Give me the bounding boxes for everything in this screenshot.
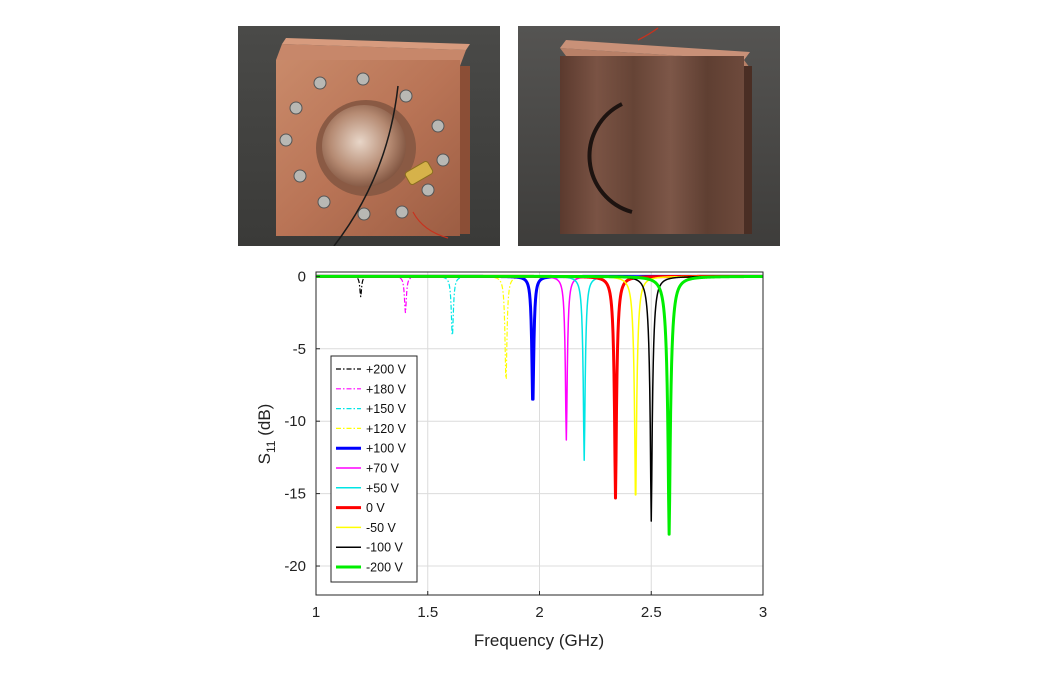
y-axis-label-main: S [255, 453, 274, 464]
legend: +200 V +180 V +150 V +120 V +100 V +70 V +50 V… [330, 355, 418, 583]
legend-label: +200 V [366, 363, 407, 377]
copper-cavity-front-photo [238, 26, 500, 246]
legend-label: 0 V [366, 501, 385, 515]
y-tick-label: 0 [298, 268, 306, 285]
y-tick-label: -15 [284, 486, 306, 503]
y-tick-label: -10 [284, 413, 306, 430]
x-tick-label: 1.5 [417, 604, 438, 621]
y-axis-label-subscript: 11 [264, 440, 278, 453]
y-axis-label: S11 (dB) [255, 404, 278, 465]
x-axis-label: Frequency (GHz) [474, 631, 604, 650]
x-tick-label: 3 [759, 604, 767, 621]
legend-label: +120 V [366, 422, 407, 436]
legend-label: +50 V [366, 481, 400, 495]
legend-label: -100 V [366, 541, 403, 555]
x-tick-label: 2.5 [641, 604, 662, 621]
legend-label: +180 V [366, 382, 407, 396]
series-layer [315, 274, 764, 536]
legend-label: +150 V [366, 402, 407, 416]
y-tick-label: -5 [293, 341, 306, 358]
legend-label: -200 V [366, 561, 403, 575]
series-line [315, 274, 764, 536]
legend-label: -50 V [366, 521, 397, 535]
x-tick-label: 2 [535, 604, 543, 621]
y-axis-label-unit: (dB) [255, 404, 274, 441]
legend-label: +70 V [366, 462, 400, 476]
legend-label: +100 V [366, 442, 407, 456]
ticks: 1 1.5 2 2.5 3 0 -5 -10 -15 -20 [284, 268, 767, 621]
legend-box [330, 355, 418, 583]
y-tick-label: -20 [284, 558, 306, 575]
copper-cavity-side-photo [518, 26, 780, 246]
x-tick-label: 1 [312, 604, 320, 621]
